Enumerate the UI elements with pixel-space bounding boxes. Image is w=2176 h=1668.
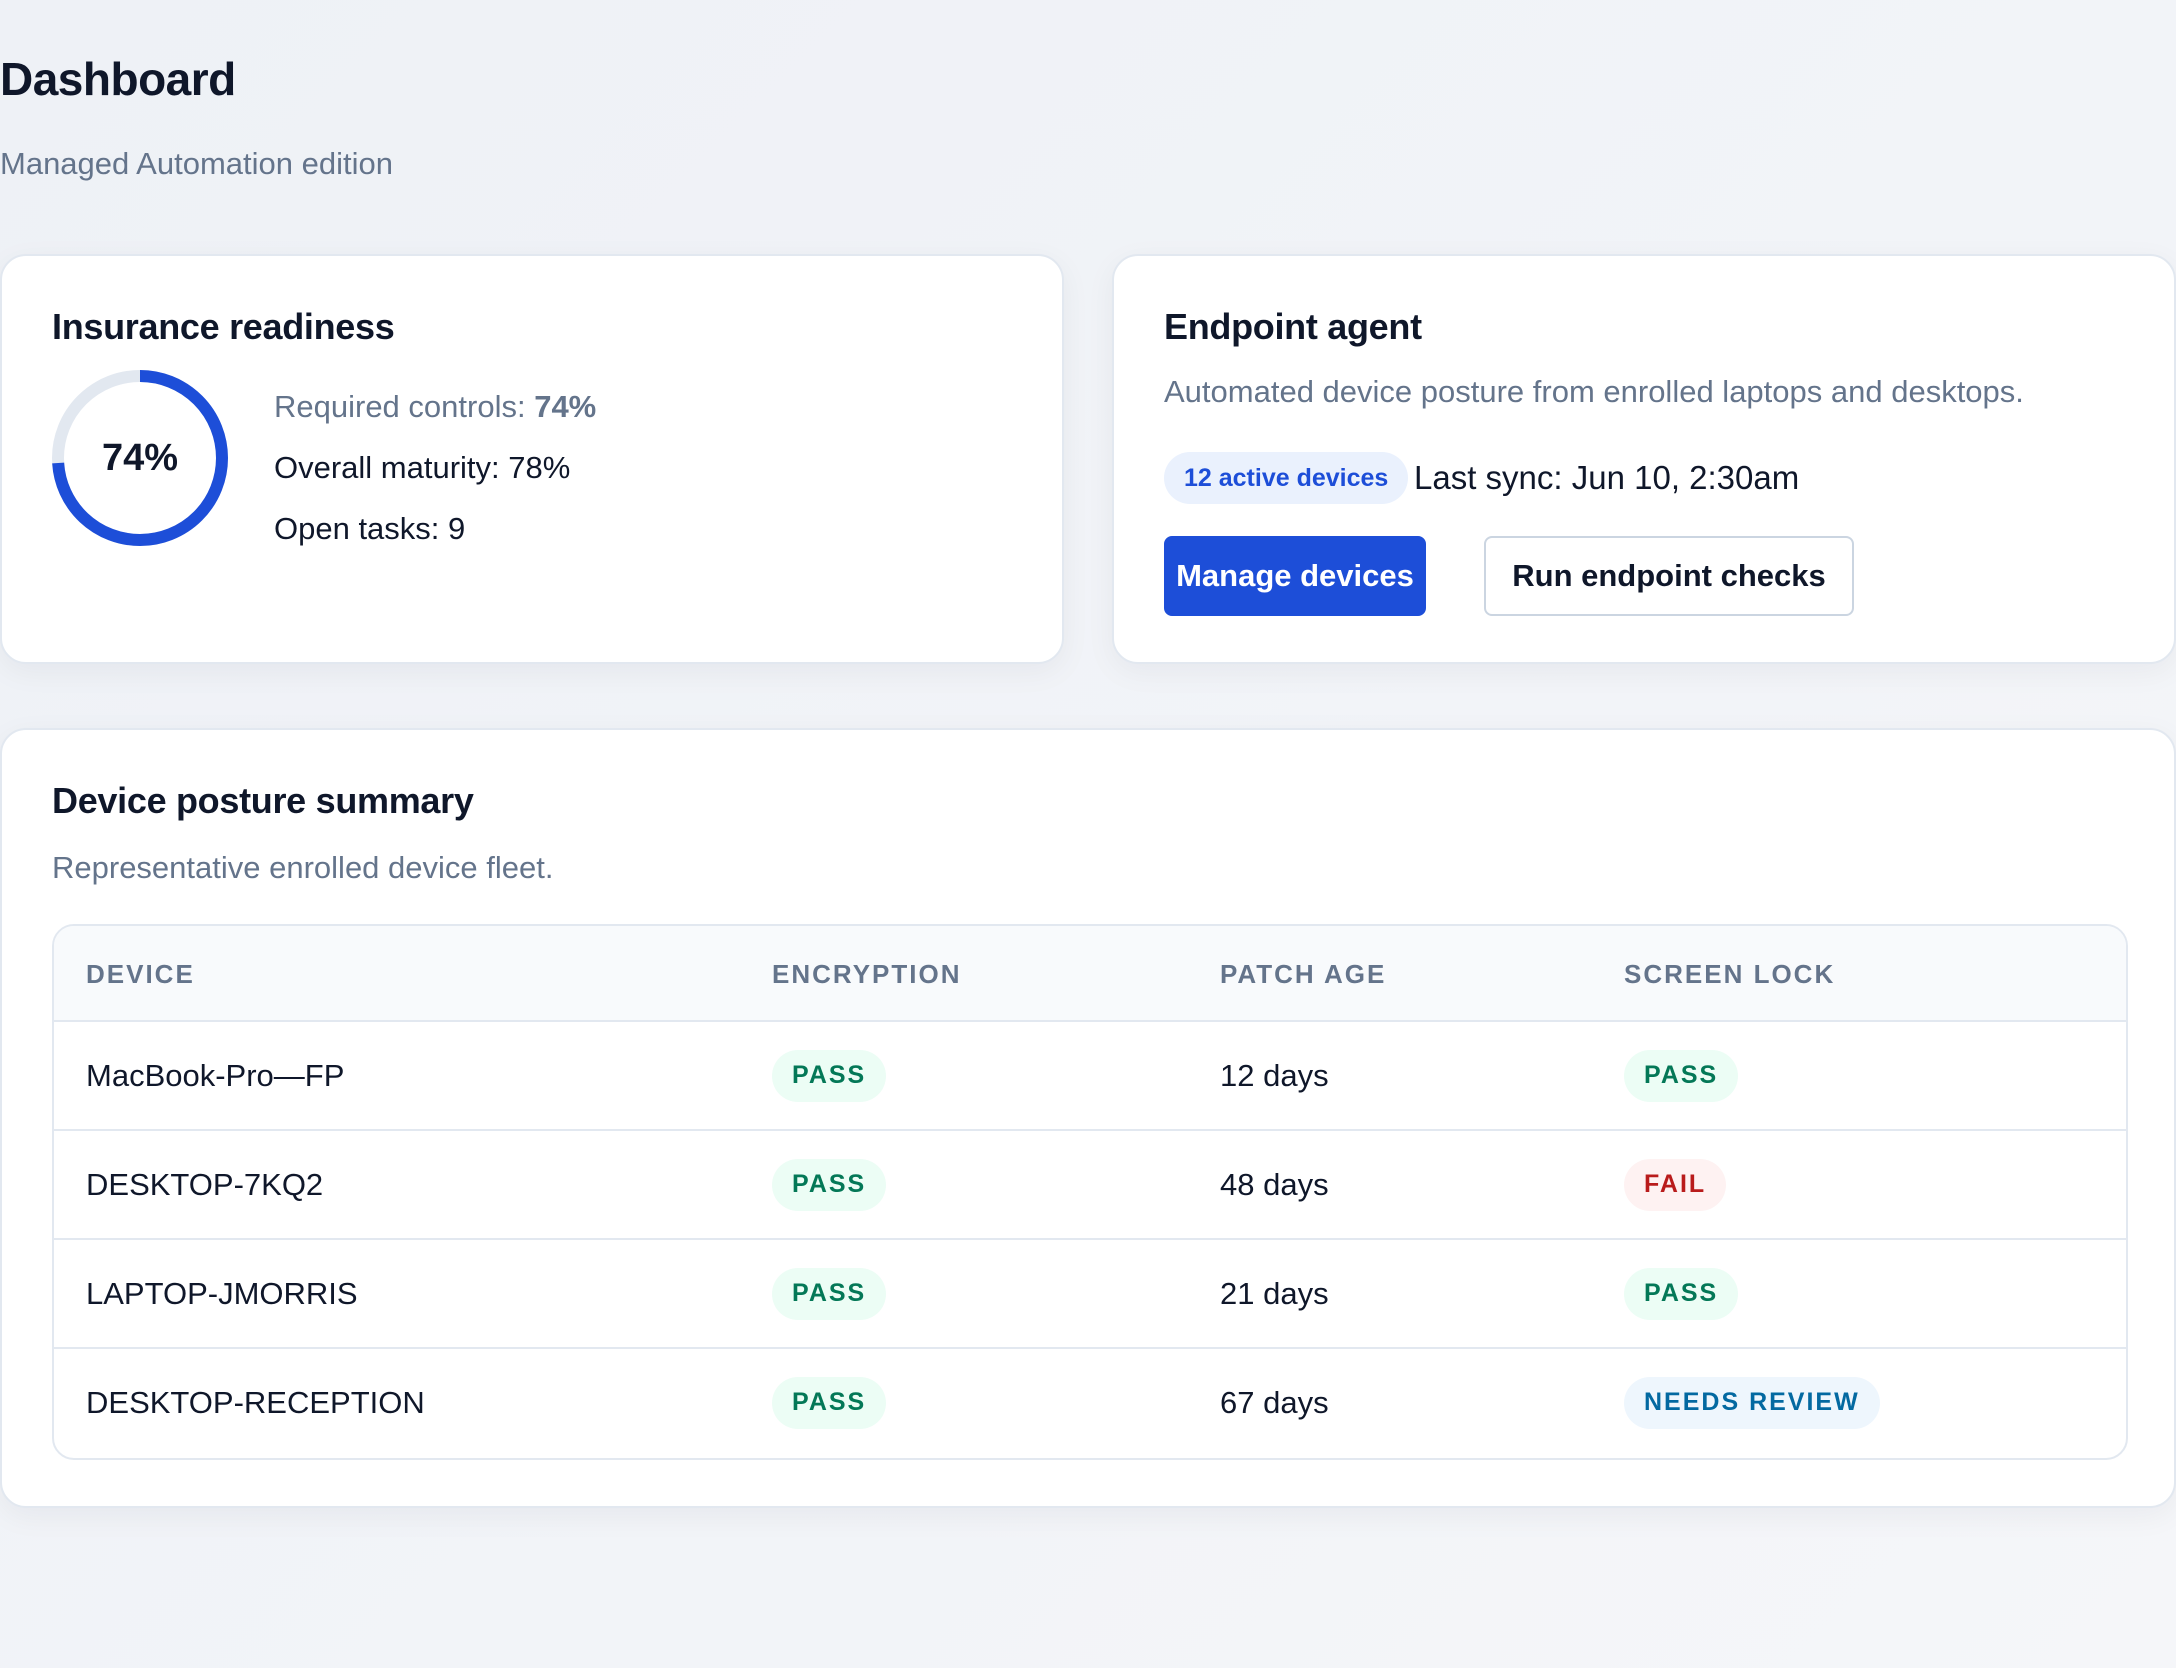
encryption-cell: PASS [772,1022,887,1129]
column-header-encryption: ENCRYPTION [772,958,962,989]
active-devices-badge: 12 active devices [1164,452,1409,504]
encryption-status-badge: PASS [772,1049,887,1102]
manage-devices-button[interactable]: Manage devices [1164,536,1426,616]
card-title: Device posture summary [52,780,474,821]
overall-maturity: Overall maturity: 78% [274,450,571,485]
required-controls-value: 74% [534,389,597,424]
table-header: DEVICE ENCRYPTION PATCH AGE SCREEN LOCK [54,926,2126,1022]
posture-description: Representative enrolled device fleet. [52,850,554,885]
encryption-status-badge: PASS [772,1267,887,1320]
table-row[interactable]: DESKTOP-7KQ2 PASS 48 days FAIL [54,1131,2126,1240]
insurance-readiness-card: Insurance readiness 74% Required control… [0,254,1064,664]
device-posture-table: DEVICE ENCRYPTION PATCH AGE SCREEN LOCK … [52,924,2128,1460]
table-row[interactable]: LAPTOP-JMORRIS PASS 21 days PASS [54,1240,2126,1349]
run-endpoint-checks-button[interactable]: Run endpoint checks [1484,536,1854,616]
device-name: DESKTOP-RECEPTION [86,1384,425,1420]
patch-age: 67 days [1220,1384,1329,1420]
last-sync-text: Last sync: Jun 10, 2:30am [1414,459,1800,496]
device-name: LAPTOP-JMORRIS [86,1275,358,1311]
page-subtitle: Managed Automation edition [0,146,393,181]
device-name: MacBook-Pro—FP [86,1057,345,1093]
column-header-screen-lock: SCREEN LOCK [1624,958,1836,989]
patch-age: 48 days [1220,1166,1329,1202]
table-row[interactable]: DESKTOP-RECEPTION PASS 67 days NEEDS REV… [54,1349,2126,1458]
encryption-cell: PASS [772,1349,887,1456]
screen-lock-status-badge: PASS [1624,1267,1739,1320]
page-title: Dashboard [0,53,236,105]
column-header-patch-age: PATCH AGE [1220,958,1387,989]
screen-lock-cell: PASS [1624,1240,1739,1347]
screen-lock-status-badge: FAIL [1624,1158,1727,1211]
device-name: DESKTOP-7KQ2 [86,1166,324,1202]
card-title: Endpoint agent [1164,306,1422,347]
required-controls: Required controls: 74% [274,376,596,437]
screen-lock-cell: NEEDS REVIEW [1624,1349,1880,1456]
table-row[interactable]: MacBook-Pro—FP PASS 12 days PASS [54,1022,2126,1131]
encryption-cell: PASS [772,1240,887,1347]
card-title: Insurance readiness [52,306,395,347]
readiness-stats: Required controls: 74% Overall maturity:… [274,376,596,559]
screen-lock-status-badge: PASS [1624,1049,1739,1102]
endpoint-agent-card: Endpoint agent Automated device posture … [1112,254,2176,664]
patch-age: 12 days [1220,1057,1329,1093]
screen-lock-status-badge: NEEDS REVIEW [1624,1376,1880,1429]
readiness-progress-ring: 74% [50,368,230,548]
screen-lock-cell: PASS [1624,1022,1739,1129]
column-header-device: DEVICE [86,958,195,989]
screen-lock-cell: FAIL [1624,1131,1727,1238]
encryption-status-badge: PASS [772,1376,887,1429]
open-tasks: Open tasks: 9 [274,511,466,546]
encryption-cell: PASS [772,1131,887,1238]
required-controls-label: Required controls: [274,389,526,424]
patch-age: 21 days [1220,1275,1329,1311]
readiness-ring-graphic [52,370,228,546]
agent-description: Automated device posture from enrolled l… [1164,374,2024,409]
ring-progress-arc [52,370,228,546]
encryption-status-badge: PASS [772,1158,887,1211]
device-posture-card: Device posture summary Representative en… [0,728,2176,1508]
ring-percent: 74% [101,436,179,479]
